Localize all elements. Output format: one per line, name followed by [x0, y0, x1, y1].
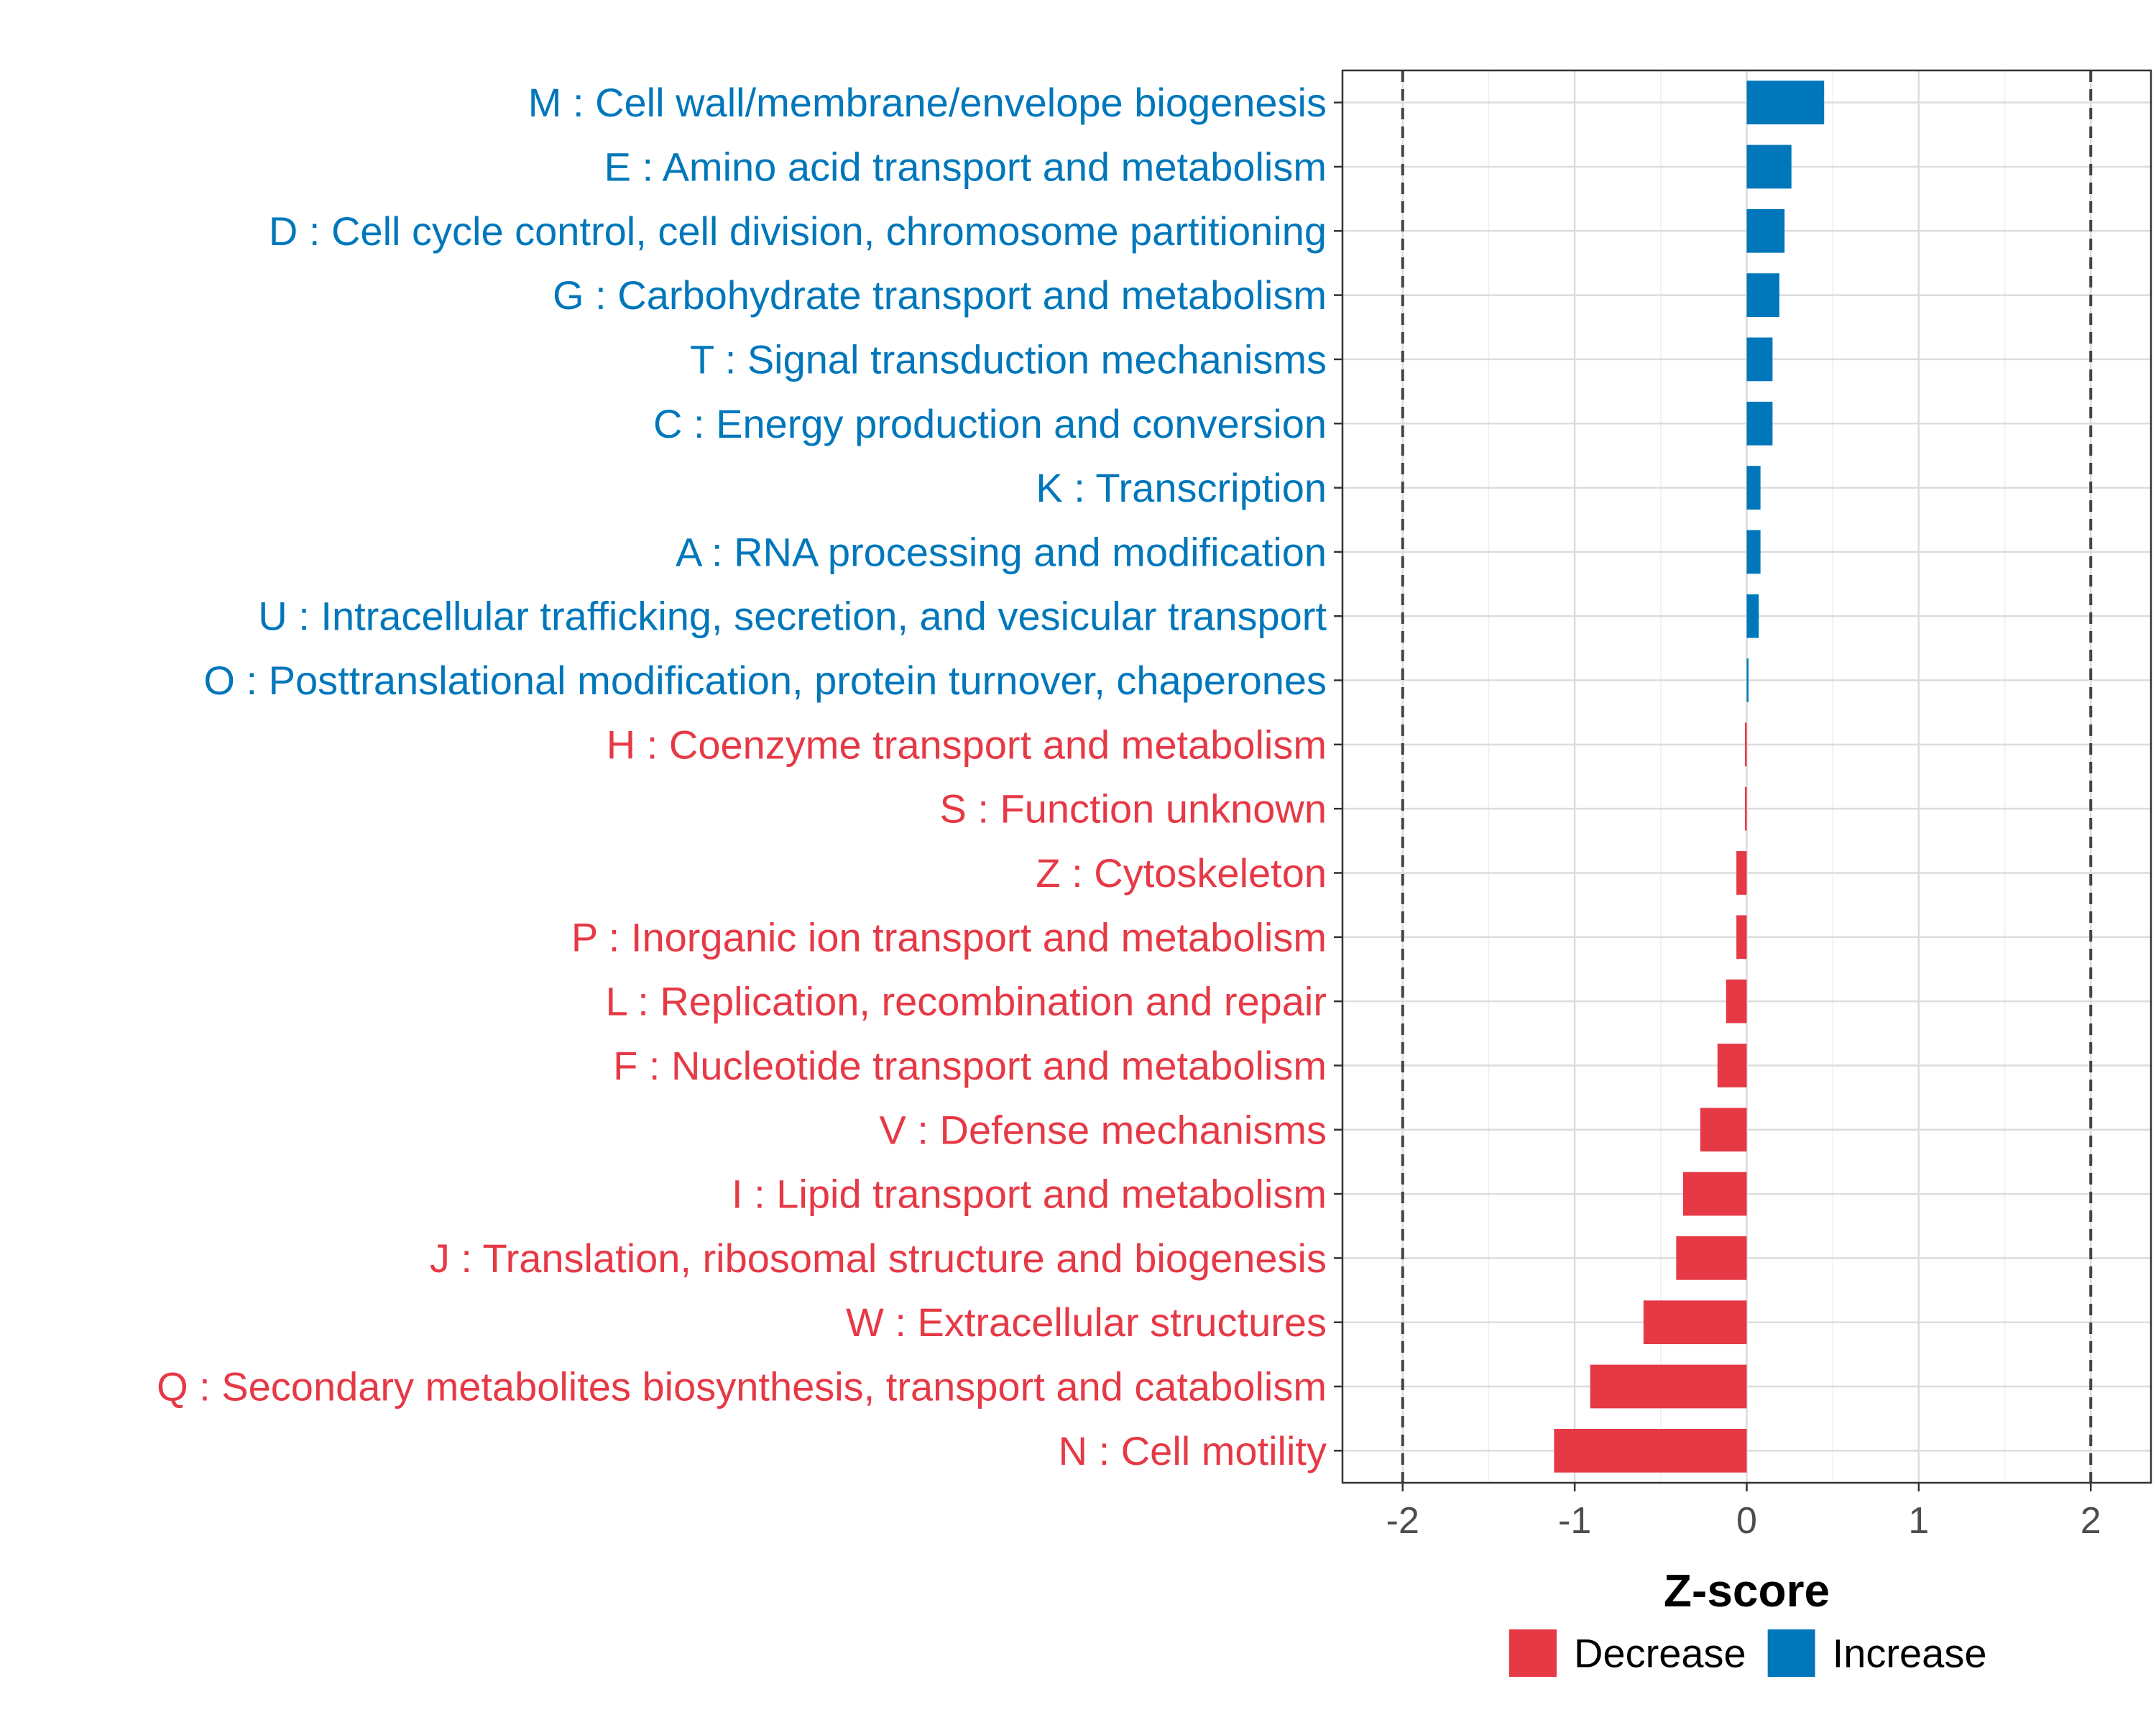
category-label: J : Translation, ribosomal structure and… [430, 1236, 1327, 1281]
category-label: U : Intracellular trafficking, secretion… [258, 594, 1327, 639]
bar [1676, 1236, 1747, 1280]
bar [1746, 273, 1779, 317]
category-label: S : Function unknown [939, 786, 1327, 832]
bar [1746, 144, 1792, 189]
bar [1736, 915, 1747, 960]
category-label: Z : Cytoskeleton [1036, 850, 1327, 896]
x-axis-ticks: -2 -1 0 1 2 [1386, 1483, 2101, 1542]
bar [1590, 1364, 1747, 1409]
category-label: A : RNA processing and modification [676, 529, 1327, 574]
category-label: L : Replication, recombination and repai… [606, 979, 1327, 1024]
x-tick-label: 2 [2081, 1500, 2101, 1542]
bar [1746, 594, 1759, 638]
bar [1682, 1172, 1747, 1216]
bar [1717, 1044, 1747, 1087]
category-label: M : Cell wall/membrane/envelope biogenes… [528, 80, 1327, 125]
category-label: D : Cell cycle control, cell division, c… [269, 208, 1327, 254]
category-label: T : Signal transduction mechanisms [690, 336, 1327, 382]
bar [1736, 851, 1747, 895]
x-tick-label: -1 [1558, 1500, 1591, 1542]
bar [1746, 530, 1761, 574]
category-label: K : Transcription [1036, 465, 1327, 510]
reference-lines [1401, 70, 2093, 1483]
x-tick-label: 1 [1908, 1500, 1929, 1542]
x-axis-title: Z-score [1664, 1565, 1830, 1616]
bar [1746, 658, 1749, 702]
bar [1746, 466, 1761, 510]
category-label: C : Energy production and conversion [653, 401, 1327, 446]
category-label: G : Carbohydrate transport and metabolis… [553, 272, 1327, 318]
bar [1745, 722, 1747, 767]
category-label: Q : Secondary metabolites biosynthesis, … [157, 1364, 1327, 1409]
category-label: H : Coenzyme transport and metabolism [607, 722, 1327, 767]
legend-swatch-decrease [1509, 1629, 1557, 1677]
bar [1726, 979, 1747, 1024]
bar [1746, 401, 1773, 446]
bar [1643, 1300, 1747, 1345]
legend-label-decrease: Decrease [1574, 1631, 1746, 1676]
bar [1746, 208, 1785, 253]
bar [1554, 1428, 1747, 1473]
bar [1700, 1108, 1747, 1152]
bar [1746, 337, 1773, 382]
category-label: V : Defense mechanisms [880, 1107, 1327, 1152]
category-label: W : Extracellular structures [846, 1300, 1327, 1345]
category-label: O : Posttranslational modification, prot… [203, 658, 1327, 703]
bar [1746, 80, 1825, 125]
bar [1745, 786, 1747, 831]
bars [1554, 80, 1825, 1473]
x-tick-label: 0 [1736, 1500, 1757, 1542]
legend-swatch-increase [1767, 1629, 1815, 1677]
x-tick-label: -2 [1386, 1500, 1419, 1542]
legend-label-increase: Increase [1833, 1631, 1987, 1676]
category-label: N : Cell motility [1059, 1428, 1327, 1473]
category-label: F : Nucleotide transport and metabolism [613, 1043, 1327, 1088]
y-axis-ticks [1334, 101, 1342, 1452]
category-label: P : Inorganic ion transport and metaboli… [571, 914, 1327, 960]
legend: Decrease Increase [1509, 1629, 1986, 1677]
category-label: I : Lipid transport and metabolism [732, 1172, 1327, 1217]
y-axis-labels: M : Cell wall/membrane/envelope biogenes… [157, 80, 1327, 1473]
category-label: E : Amino acid transport and metabolism [604, 144, 1327, 189]
